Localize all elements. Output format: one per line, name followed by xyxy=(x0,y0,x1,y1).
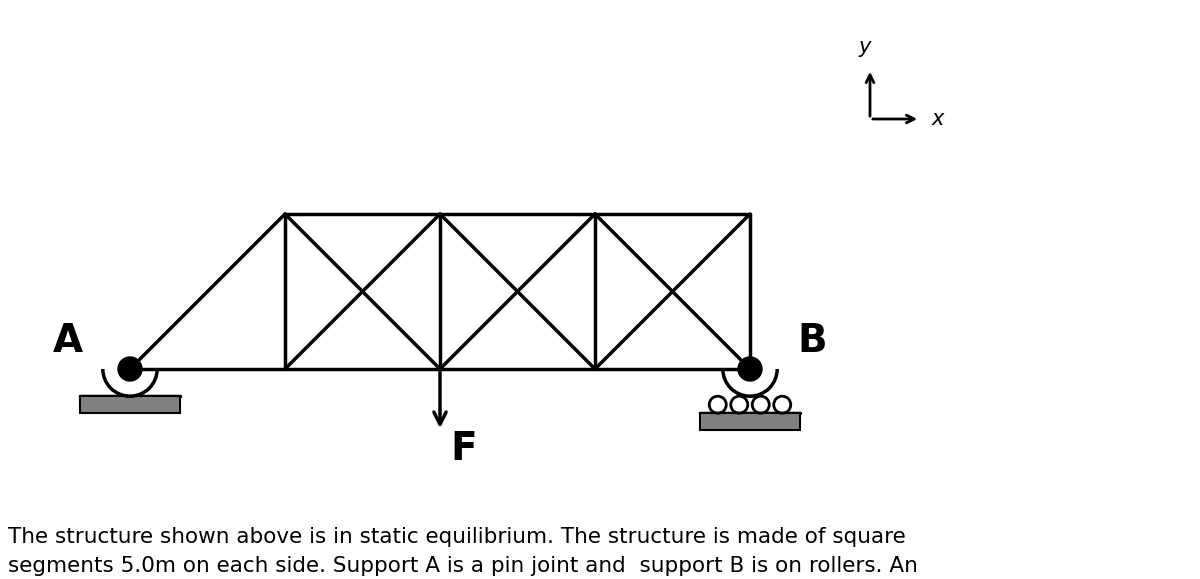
Text: y: y xyxy=(859,37,871,57)
Circle shape xyxy=(118,357,142,381)
Bar xyxy=(700,413,800,430)
Text: F: F xyxy=(450,430,476,468)
Text: B: B xyxy=(797,322,827,360)
Text: A: A xyxy=(53,322,83,360)
Text: x: x xyxy=(932,109,944,129)
Bar xyxy=(80,396,180,413)
Circle shape xyxy=(738,357,762,381)
Text: The structure shown above is in static equilibrium. The structure is made of squ: The structure shown above is in static e… xyxy=(8,527,918,579)
